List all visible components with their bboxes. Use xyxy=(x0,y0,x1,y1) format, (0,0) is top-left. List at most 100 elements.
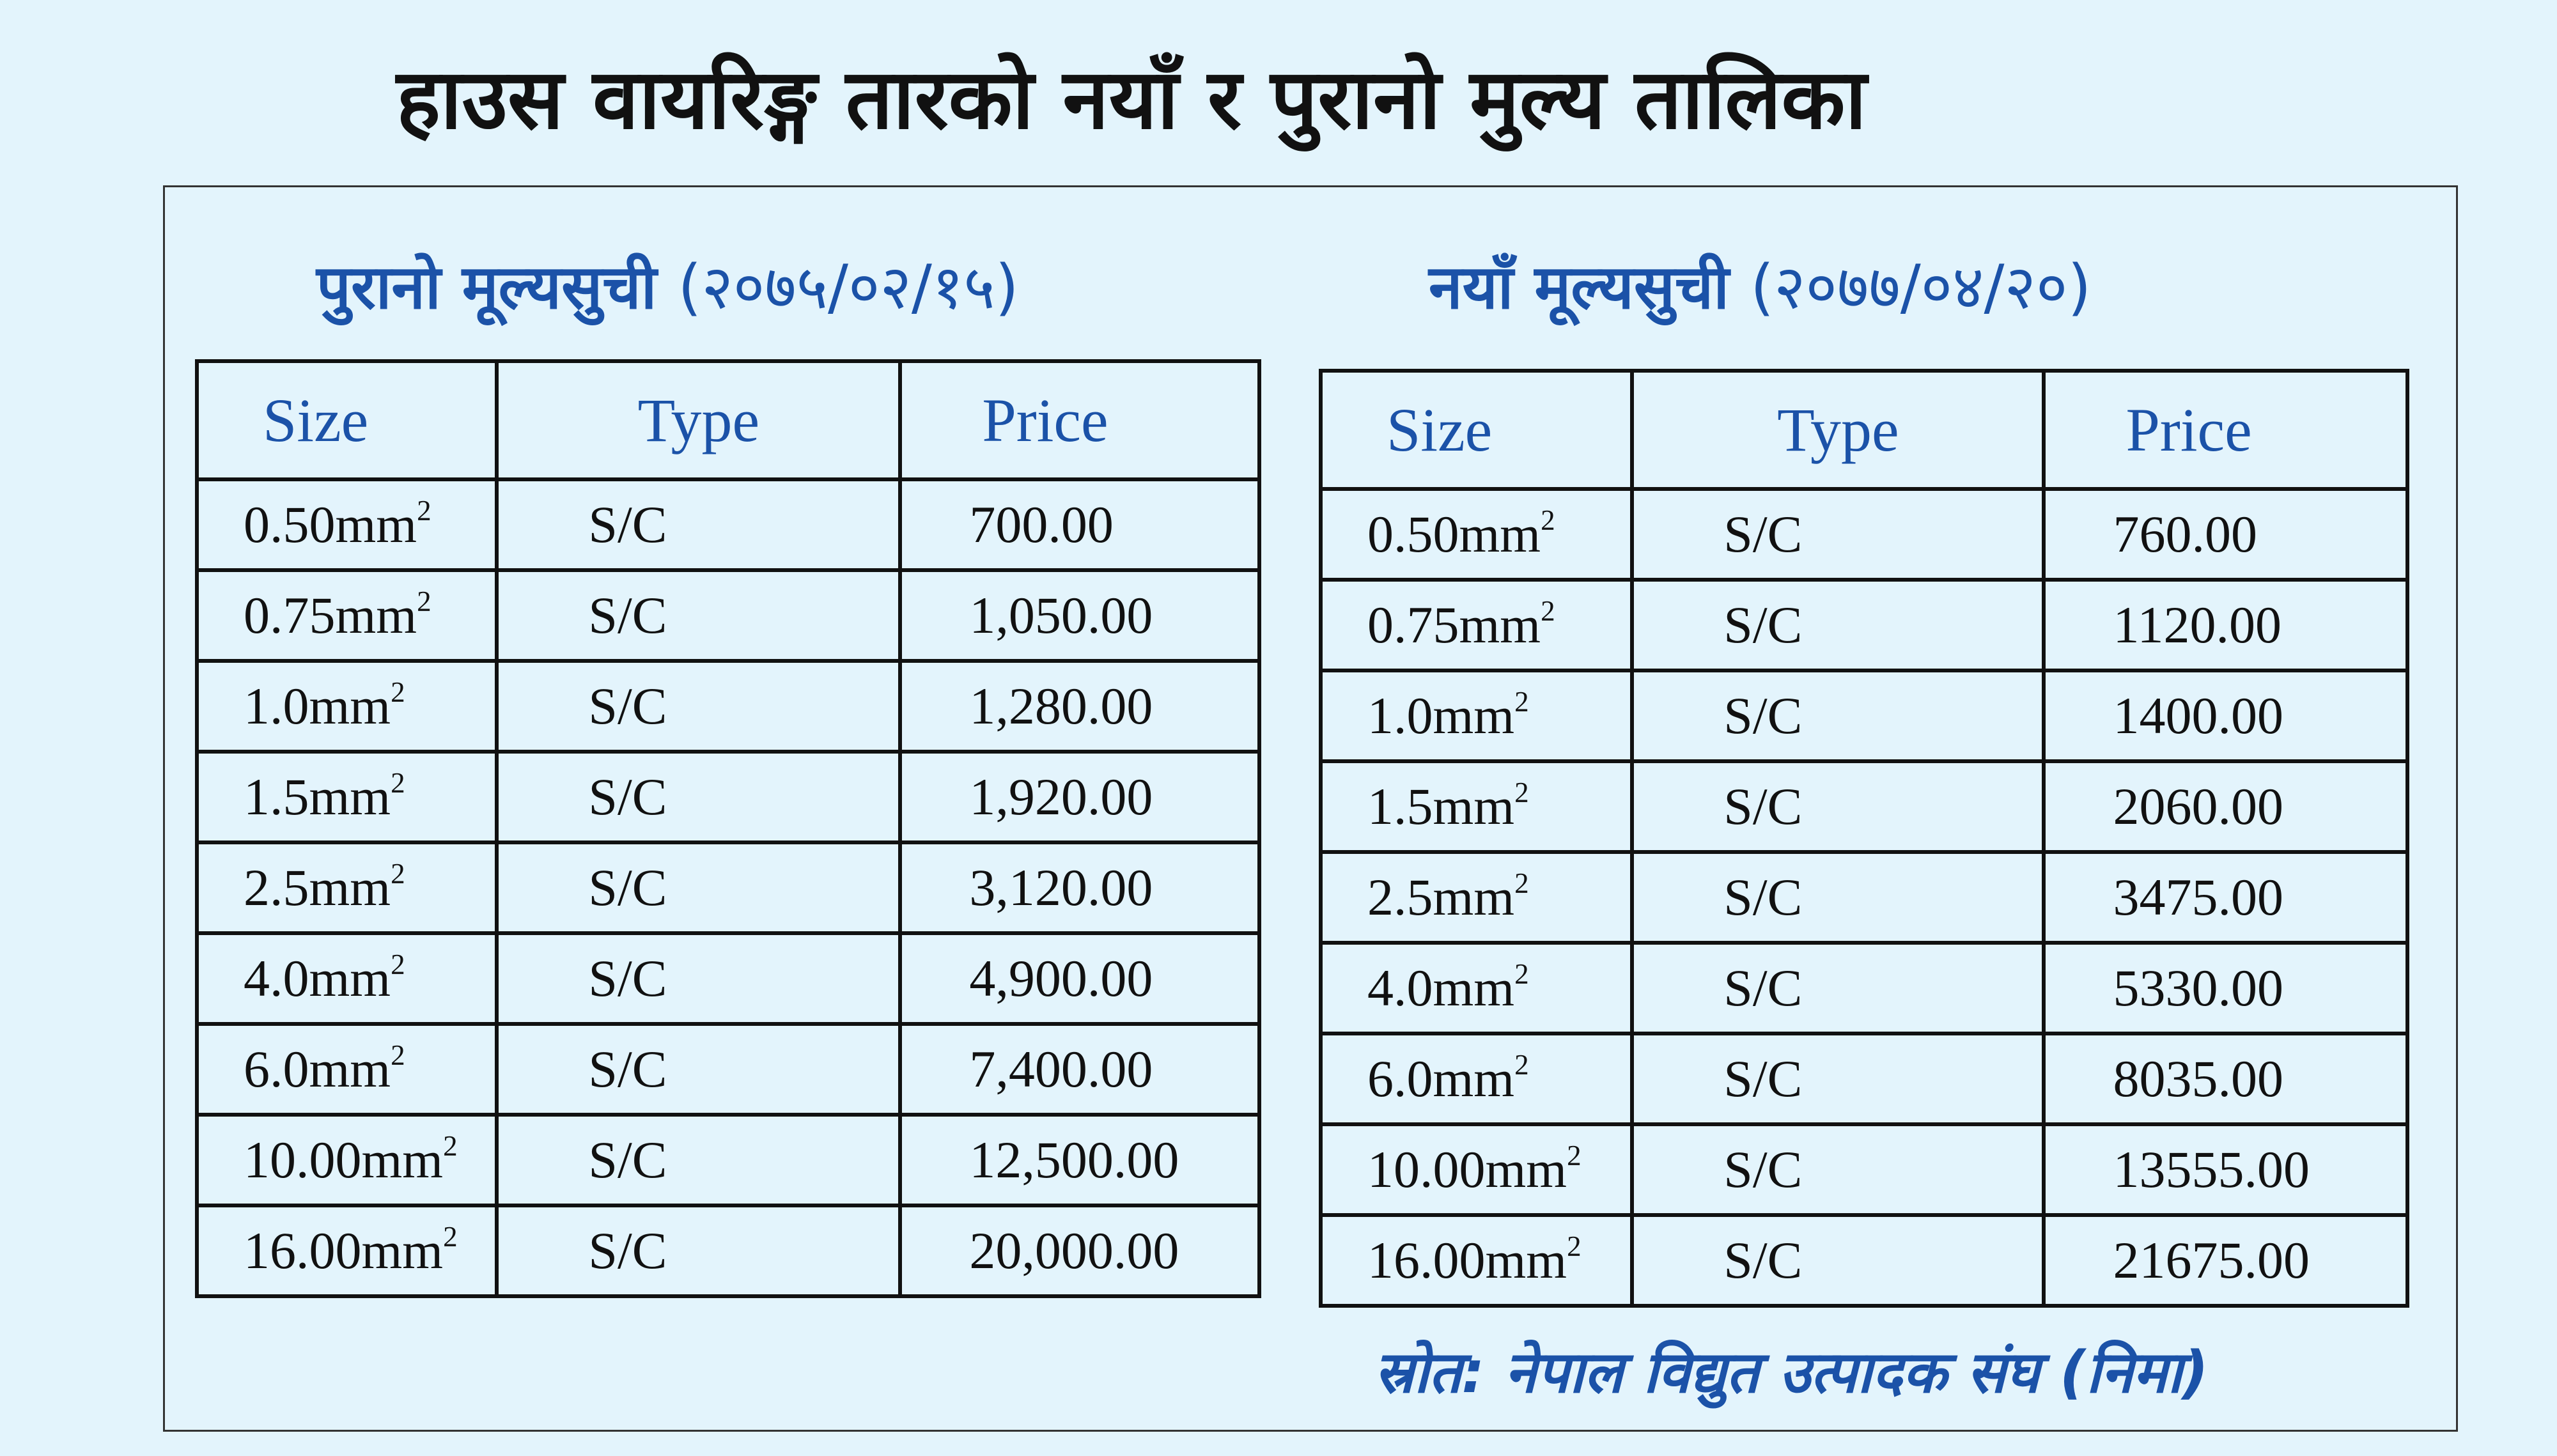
table-header-row: Size Type Price xyxy=(1318,369,2409,491)
new-price-list-date: (२०७७/०४/२०) xyxy=(1750,252,2092,323)
size-cell: 1.5mm2 xyxy=(1318,759,1635,854)
old-price-list-title: पुरानो मूल्यसुची (२०७५/०२/१५) xyxy=(316,246,1019,329)
price-cell: 3475.00 xyxy=(2042,850,2409,945)
price-column-header: Price xyxy=(2042,369,2409,491)
price-cell: 4,900.00 xyxy=(898,931,1261,1026)
size-cell: 1.5mm2 xyxy=(194,750,499,844)
table-row: 2.5mm2 S/C 3475.00 xyxy=(1318,850,2409,945)
unit-exponent: 2 xyxy=(391,676,405,709)
price-cell: 2060.00 xyxy=(2042,759,2409,854)
content-frame xyxy=(163,185,2458,1432)
size-value: 0.75mm xyxy=(1367,596,1541,654)
price-cell: 1,050.00 xyxy=(898,568,1261,663)
unit-exponent: 2 xyxy=(1514,1049,1529,1081)
type-cell: S/C xyxy=(495,477,903,572)
size-cell: 0.75mm2 xyxy=(1318,578,1635,672)
size-value: 0.50mm xyxy=(244,495,417,554)
price-cell: 12,500.00 xyxy=(898,1113,1261,1207)
type-cell: S/C xyxy=(495,840,903,935)
type-cell: S/C xyxy=(1630,941,2046,1035)
size-value: 2.5mm xyxy=(1367,868,1515,926)
size-column-header: Size xyxy=(194,359,499,481)
unit-exponent: 2 xyxy=(1514,777,1529,809)
price-cell: 1400.00 xyxy=(2042,669,2409,763)
table-row: 1.0mm2 S/C 1,280.00 xyxy=(194,659,1261,754)
unit-exponent: 2 xyxy=(443,1130,458,1163)
table-row: 0.75mm2 S/C 1120.00 xyxy=(1318,578,2409,672)
price-cell: 20,000.00 xyxy=(898,1204,1261,1298)
table-row: 0.75mm2 S/C 1,050.00 xyxy=(194,568,1261,663)
type-cell: S/C xyxy=(1630,759,2046,854)
old-price-list-label: पुरानो मूल्यसुची xyxy=(316,252,657,323)
price-cell: 1,280.00 xyxy=(898,659,1261,754)
unit-exponent: 2 xyxy=(391,949,405,981)
table-row: 0.50mm2 S/C 760.00 xyxy=(1318,487,2409,582)
type-cell: S/C xyxy=(1630,850,2046,945)
old-price-list-date: (२०७५/०२/१५) xyxy=(678,252,1019,323)
table-row: 4.0mm2 S/C 4,900.00 xyxy=(194,931,1261,1026)
type-cell: S/C xyxy=(495,659,903,754)
type-cell: S/C xyxy=(1630,1213,2046,1308)
new-price-list-title: नयाँ मूल्यसुची (२०७७/०४/२०) xyxy=(1429,246,2091,329)
size-column-header: Size xyxy=(1318,369,1635,491)
unit-exponent: 2 xyxy=(391,767,405,800)
size-cell: 4.0mm2 xyxy=(1318,941,1635,1035)
unit-exponent: 2 xyxy=(391,1039,405,1072)
table-row: 1.5mm2 S/C 1,920.00 xyxy=(194,750,1261,844)
size-value: 10.00mm xyxy=(244,1131,444,1189)
size-value: 2.5mm xyxy=(244,858,391,917)
table-row: 2.5mm2 S/C 3,120.00 xyxy=(194,840,1261,935)
size-cell: 16.00mm2 xyxy=(194,1204,499,1298)
type-cell: S/C xyxy=(495,1022,903,1117)
size-cell: 2.5mm2 xyxy=(1318,850,1635,945)
type-cell: S/C xyxy=(1630,1122,2046,1217)
price-cell: 760.00 xyxy=(2042,487,2409,582)
price-cell: 700.00 xyxy=(898,477,1261,572)
price-cell: 5330.00 xyxy=(2042,941,2409,1035)
size-cell: 4.0mm2 xyxy=(194,931,499,1026)
table-row: 6.0mm2 S/C 8035.00 xyxy=(1318,1032,2409,1126)
size-value: 1.5mm xyxy=(244,768,391,826)
new-price-list-label: नयाँ मूल्यसुची xyxy=(1429,252,1729,323)
table-row: 16.00mm2 S/C 21675.00 xyxy=(1318,1213,2409,1308)
old-price-table: Size Type Price 0.50mm2 S/C 700.00 0.75mm2 S… xyxy=(194,359,1261,1298)
unit-exponent: 2 xyxy=(417,495,431,527)
size-cell: 0.50mm2 xyxy=(194,477,499,572)
size-value: 10.00mm xyxy=(1367,1140,1567,1198)
size-value: 16.00mm xyxy=(244,1221,444,1280)
page-title: हाउस वायरिङ्ग तारको नयाँ र पुरानो मुल्य … xyxy=(396,50,1867,148)
size-cell: 10.00mm2 xyxy=(194,1113,499,1207)
price-cell: 3,120.00 xyxy=(898,840,1261,935)
source-note: स्रोत: नेपाल विद्युत उत्पादक संघ (निमा) xyxy=(1374,1339,2209,1406)
size-cell: 16.00mm2 xyxy=(1318,1213,1635,1308)
price-cell: 13555.00 xyxy=(2042,1122,2409,1217)
table-row: 1.5mm2 S/C 2060.00 xyxy=(1318,759,2409,854)
size-cell: 0.50mm2 xyxy=(1318,487,1635,582)
type-cell: S/C xyxy=(1630,669,2046,763)
table-row: 6.0mm2 S/C 7,400.00 xyxy=(194,1022,1261,1117)
unit-exponent: 2 xyxy=(1514,958,1529,991)
size-value: 1.0mm xyxy=(244,677,391,735)
price-column-header: Price xyxy=(898,359,1261,481)
type-cell: S/C xyxy=(1630,487,2046,582)
size-value: 1.0mm xyxy=(1367,686,1515,745)
type-cell: S/C xyxy=(1630,1032,2046,1126)
unit-exponent: 2 xyxy=(1541,595,1555,628)
size-cell: 2.5mm2 xyxy=(194,840,499,935)
price-cell: 7,400.00 xyxy=(898,1022,1261,1117)
size-cell: 1.0mm2 xyxy=(194,659,499,754)
table-row: 16.00mm2 S/C 20,000.00 xyxy=(194,1204,1261,1298)
type-column-header: Type xyxy=(495,359,903,481)
size-value: 4.0mm xyxy=(1367,959,1515,1017)
unit-exponent: 2 xyxy=(1567,1230,1582,1263)
size-value: 0.50mm xyxy=(1367,505,1541,563)
type-cell: S/C xyxy=(495,568,903,663)
size-cell: 6.0mm2 xyxy=(194,1022,499,1117)
table-row: 1.0mm2 S/C 1400.00 xyxy=(1318,669,2409,763)
type-cell: S/C xyxy=(495,931,903,1026)
unit-exponent: 2 xyxy=(1541,504,1555,537)
size-cell: 0.75mm2 xyxy=(194,568,499,663)
size-value: 0.75mm xyxy=(244,586,417,644)
new-price-table: Size Type Price 0.50mm2 S/C 760.00 0.75mm2 S… xyxy=(1318,369,2409,1308)
unit-exponent: 2 xyxy=(417,585,431,618)
